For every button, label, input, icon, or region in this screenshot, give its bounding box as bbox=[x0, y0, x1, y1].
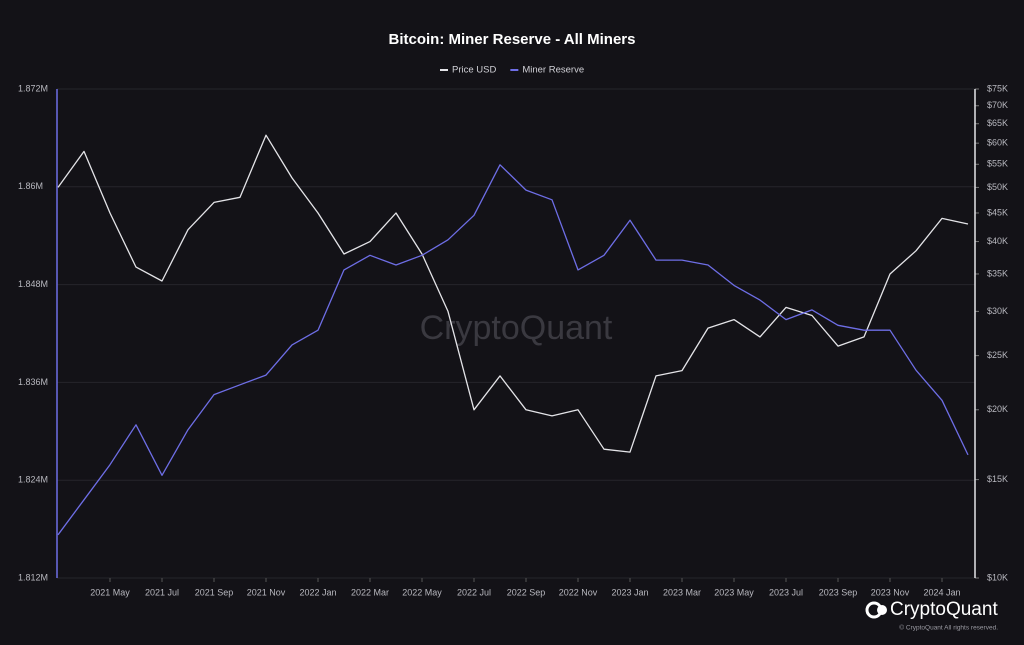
y2-tick-label: $10K bbox=[987, 572, 1008, 582]
y-tick-label: 1.86M bbox=[18, 181, 43, 191]
brand: CryptoQuant bbox=[890, 599, 998, 620]
y2-tick-label: $30K bbox=[987, 306, 1008, 316]
x-tick-label: 2023 Jul bbox=[769, 587, 803, 597]
y2-tick-label: $45K bbox=[987, 207, 1008, 217]
y-tick-label: 1.848M bbox=[18, 279, 48, 289]
x-tick-label: 2021 Sep bbox=[195, 587, 234, 597]
y2-tick-label: $40K bbox=[987, 236, 1008, 246]
y2-tick-label: $55K bbox=[987, 159, 1008, 169]
y-tick-label: 1.824M bbox=[18, 475, 48, 485]
x-tick-label: 2023 Jan bbox=[611, 587, 648, 597]
series-line bbox=[57, 134, 969, 453]
y-tick-label: 1.812M bbox=[18, 572, 48, 582]
brand-logo bbox=[865, 601, 887, 619]
y2-tick-label: $65K bbox=[987, 118, 1008, 128]
x-tick-label: 2022 Mar bbox=[351, 587, 389, 597]
y2-tick-label: $70K bbox=[987, 100, 1008, 110]
legend-label: Miner Reserve bbox=[522, 65, 584, 76]
y-tick-label: 1.872M bbox=[18, 83, 48, 93]
x-tick-label: 2024 Jan bbox=[923, 587, 960, 597]
x-tick-label: 2021 Jul bbox=[145, 587, 179, 597]
x-tick-label: 2023 May bbox=[714, 587, 754, 597]
copyright: © CryptoQuant All rights reserved. bbox=[899, 624, 998, 632]
x-tick-label: 2022 Jul bbox=[457, 587, 491, 597]
y2-tick-label: $35K bbox=[987, 268, 1008, 278]
y2-tick-label: $75K bbox=[987, 83, 1008, 93]
x-tick-label: 2023 Sep bbox=[819, 587, 858, 597]
y2-tick-label: $20K bbox=[987, 404, 1008, 414]
y2-tick-label: $50K bbox=[987, 182, 1008, 192]
y2-tick-label: $25K bbox=[987, 350, 1008, 360]
x-tick-label: 2023 Nov bbox=[871, 587, 910, 597]
y2-tick-label: $60K bbox=[987, 138, 1008, 148]
legend-label: Price USD bbox=[452, 65, 496, 76]
x-tick-label: 2021 Nov bbox=[247, 587, 286, 597]
y2-tick-label: $15K bbox=[987, 474, 1008, 484]
x-tick-label: 2022 Jan bbox=[299, 587, 336, 597]
series-line bbox=[57, 164, 969, 536]
chart-title: Bitcoin: Miner Reserve - All Miners bbox=[388, 31, 635, 48]
x-tick-label: 2022 Nov bbox=[559, 587, 598, 597]
x-tick-label: 2023 Mar bbox=[663, 587, 701, 597]
x-tick-label: 2022 May bbox=[402, 587, 442, 597]
y-tick-label: 1.836M bbox=[18, 377, 48, 387]
x-tick-label: 2021 May bbox=[90, 587, 130, 597]
x-tick-label: 2022 Sep bbox=[507, 587, 546, 597]
